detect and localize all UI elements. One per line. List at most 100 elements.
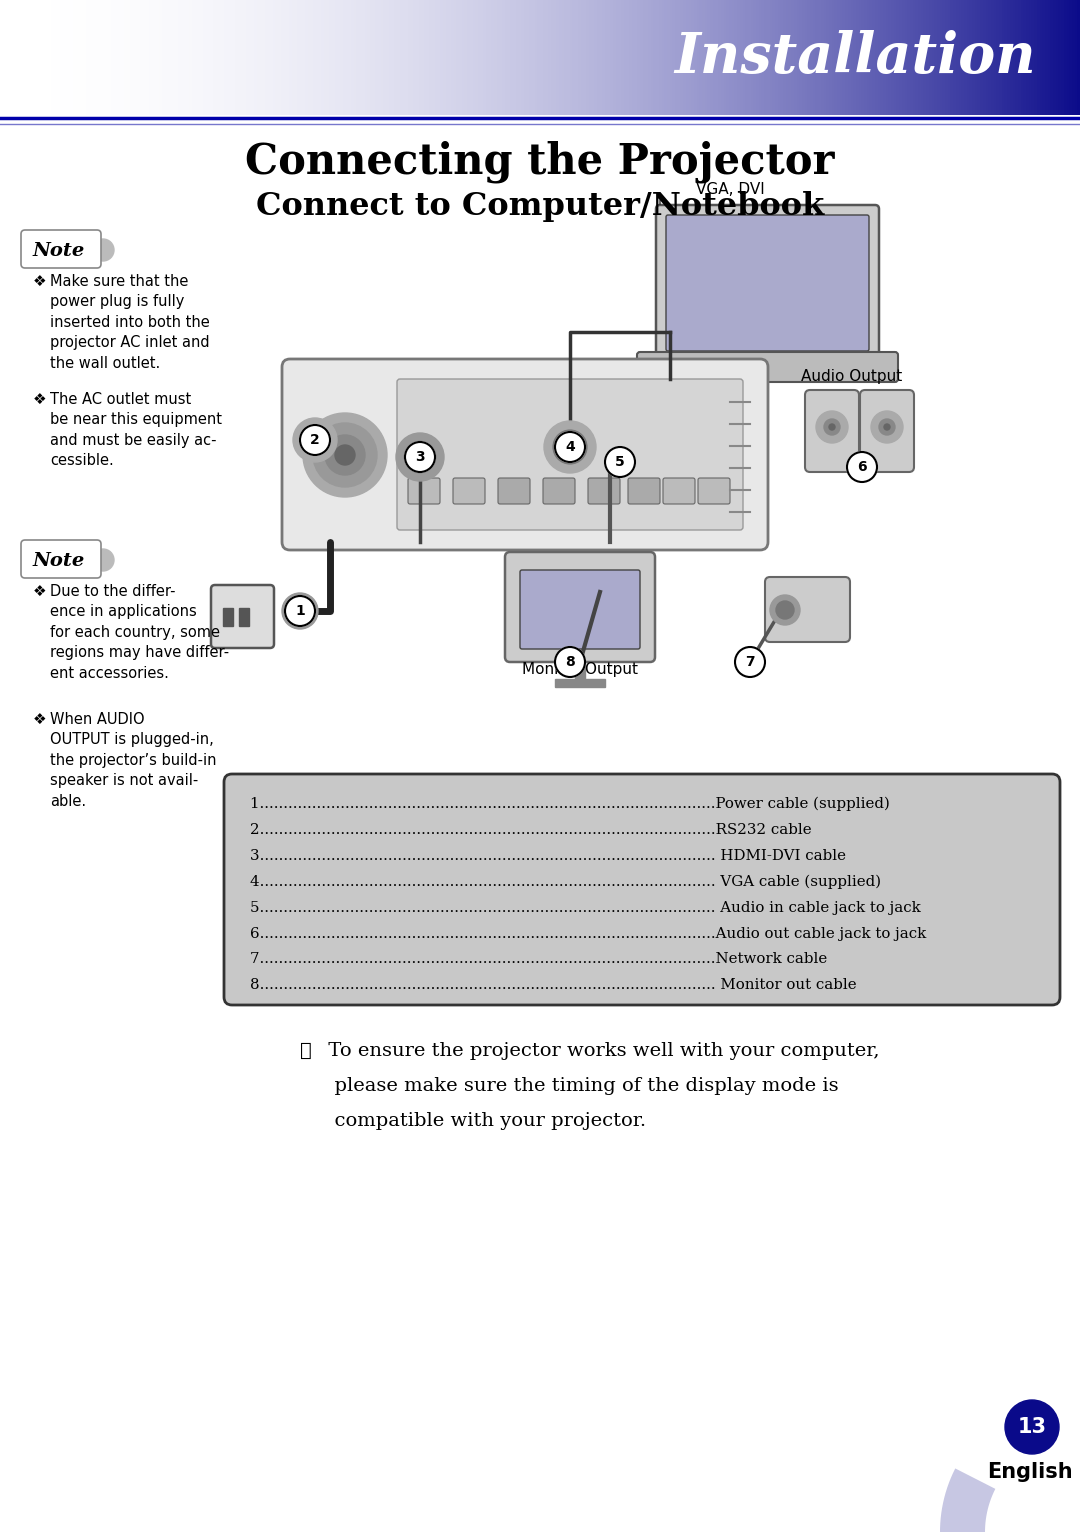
Text: The AC outlet must
be near this equipment
and must be easily ac-
cessible.: The AC outlet must be near this equipmen… — [50, 392, 222, 469]
Circle shape — [309, 434, 322, 447]
Circle shape — [777, 601, 794, 619]
Bar — [1039, 0, 1043, 115]
Bar — [581, 0, 584, 115]
Bar — [18, 0, 23, 115]
Bar — [886, 0, 889, 115]
Bar — [216, 0, 219, 115]
Bar — [799, 0, 802, 115]
FancyBboxPatch shape — [543, 478, 575, 504]
Bar — [988, 0, 991, 115]
Bar — [667, 0, 671, 115]
Bar — [462, 0, 465, 115]
Bar — [127, 0, 131, 115]
Bar — [441, 0, 444, 115]
Bar — [832, 0, 835, 115]
Bar — [562, 0, 565, 115]
Bar — [1045, 0, 1049, 115]
Bar — [986, 0, 989, 115]
Text: Due to the differ-
ence in applications
for each country, some
regions may have : Due to the differ- ence in applications … — [50, 584, 229, 680]
Bar — [945, 0, 948, 115]
Bar — [477, 0, 482, 115]
FancyBboxPatch shape — [698, 478, 730, 504]
Bar — [826, 0, 829, 115]
FancyBboxPatch shape — [519, 570, 640, 650]
Bar — [585, 0, 590, 115]
Bar — [605, 0, 608, 115]
Bar — [151, 0, 154, 115]
Bar — [259, 0, 262, 115]
Circle shape — [563, 440, 578, 455]
Bar — [664, 0, 667, 115]
Bar — [192, 0, 195, 115]
Bar — [981, 0, 984, 115]
Polygon shape — [940, 1469, 1080, 1532]
FancyBboxPatch shape — [498, 478, 530, 504]
Bar — [959, 0, 962, 115]
Bar — [920, 0, 924, 115]
Bar — [491, 0, 495, 115]
Bar — [524, 0, 527, 115]
Circle shape — [303, 414, 387, 496]
Bar — [531, 0, 536, 115]
Bar — [189, 0, 192, 115]
Bar — [756, 0, 759, 115]
FancyBboxPatch shape — [860, 391, 914, 472]
Bar — [715, 0, 719, 115]
Circle shape — [293, 418, 337, 463]
Text: Installation: Installation — [674, 31, 1036, 84]
Bar — [775, 0, 779, 115]
Bar — [745, 0, 748, 115]
Bar — [961, 0, 964, 115]
Bar — [575, 657, 585, 682]
Bar — [672, 0, 676, 115]
Bar — [279, 0, 282, 115]
Circle shape — [735, 647, 765, 677]
Bar — [767, 0, 770, 115]
Bar — [1069, 0, 1072, 115]
Bar — [678, 0, 681, 115]
Bar — [63, 0, 66, 115]
Bar — [232, 0, 235, 115]
Bar — [855, 0, 860, 115]
Bar — [389, 0, 392, 115]
Bar — [394, 0, 397, 115]
Text: English: English — [987, 1462, 1072, 1481]
Bar — [556, 0, 559, 115]
Bar — [902, 0, 905, 115]
Bar — [430, 0, 433, 115]
Bar — [59, 0, 63, 115]
Text: 5...............................................................................: 5.......................................… — [249, 901, 921, 915]
FancyBboxPatch shape — [666, 214, 869, 351]
Bar — [235, 0, 239, 115]
Text: 8...............................................................................: 8.......................................… — [249, 979, 856, 993]
Bar — [369, 0, 374, 115]
Text: 3: 3 — [415, 450, 424, 464]
Bar — [306, 0, 309, 115]
Bar — [333, 0, 336, 115]
Bar — [348, 0, 352, 115]
Circle shape — [396, 434, 444, 481]
Bar — [1037, 0, 1040, 115]
Bar — [25, 0, 28, 115]
Bar — [675, 0, 678, 115]
Text: 13: 13 — [1017, 1417, 1047, 1437]
Bar — [772, 0, 775, 115]
Text: 4: 4 — [565, 440, 575, 453]
Bar — [57, 0, 60, 115]
Bar — [67, 0, 71, 115]
Bar — [927, 0, 930, 115]
Bar — [726, 0, 730, 115]
Bar — [970, 0, 973, 115]
Bar — [896, 0, 900, 115]
Bar — [246, 0, 249, 115]
Bar — [173, 0, 176, 115]
Bar — [1072, 0, 1076, 115]
Bar — [1067, 0, 1070, 115]
Bar — [138, 0, 141, 115]
FancyBboxPatch shape — [224, 774, 1059, 1005]
Bar — [700, 0, 703, 115]
Bar — [724, 0, 727, 115]
Bar — [794, 0, 797, 115]
Bar — [788, 0, 792, 115]
Bar — [1015, 0, 1018, 115]
